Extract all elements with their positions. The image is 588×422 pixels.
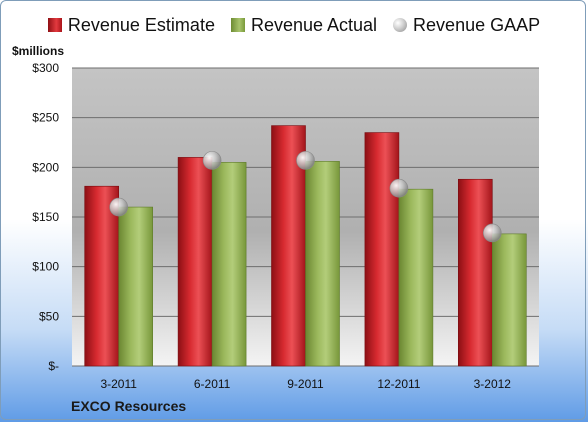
y-tick-label: $- [48, 359, 59, 373]
legend-swatch-estimate [47, 18, 62, 32]
y-axis-units-label: $millions [12, 44, 65, 58]
marker-revenue-gaap [202, 151, 222, 170]
x-axis-ticks: 3-2011 6-2011 9-2011 12-2011 3-2012 [100, 377, 511, 391]
bar-revenue-estimate [457, 178, 493, 367]
y-tick-label: $200 [32, 160, 59, 174]
bar-revenue-actual [118, 206, 153, 367]
legend-item-actual: Revenue Actual [230, 14, 378, 36]
marker-revenue-gaap [482, 223, 502, 243]
legend-item-estimate: Revenue Estimate [47, 14, 215, 36]
legend-label-estimate: Revenue Estimate [67, 14, 215, 35]
bar-revenue-actual [211, 162, 247, 367]
gaap-markers [109, 151, 502, 243]
bar-revenue-actual [398, 188, 434, 367]
x-tick-label: 3-2011 [100, 377, 137, 391]
x-tick-label: 9-2011 [287, 377, 324, 391]
bar-revenue-actual [305, 161, 340, 367]
y-tick-label: $50 [39, 309, 59, 323]
legend-item-gaap: Revenue GAAP [393, 15, 540, 36]
legend-label-gaap: Revenue GAAP [413, 14, 541, 35]
y-tick-label: $300 [32, 61, 59, 75]
y-axis-ticks: $- $50 $100 $150 $200 $250 $300 [32, 61, 59, 373]
y-tick-label: $100 [32, 260, 59, 274]
bars [84, 125, 527, 367]
x-tick-label: 12-2011 [377, 377, 420, 391]
legend: Revenue Estimate Revenue Actual Revenue … [0, 8, 588, 42]
bar-revenue-estimate [84, 185, 119, 367]
bar-revenue-estimate [364, 132, 400, 367]
y-tick-label: $150 [32, 210, 59, 224]
marker-revenue-gaap [296, 151, 315, 170]
legend-label-actual: Revenue Actual [250, 14, 378, 35]
x-tick-label: 6-2011 [194, 377, 231, 391]
bar-revenue-actual [491, 233, 527, 367]
marker-revenue-gaap [109, 197, 128, 217]
bar-revenue-estimate [177, 157, 213, 367]
legend-swatch-actual [230, 18, 245, 32]
y-tick-label: $250 [32, 111, 59, 125]
company-name: EXCO Resources [71, 398, 187, 414]
legend-swatch-gaap [393, 18, 408, 32]
x-tick-label: 3-2012 [474, 377, 512, 391]
marker-revenue-gaap [389, 178, 409, 198]
